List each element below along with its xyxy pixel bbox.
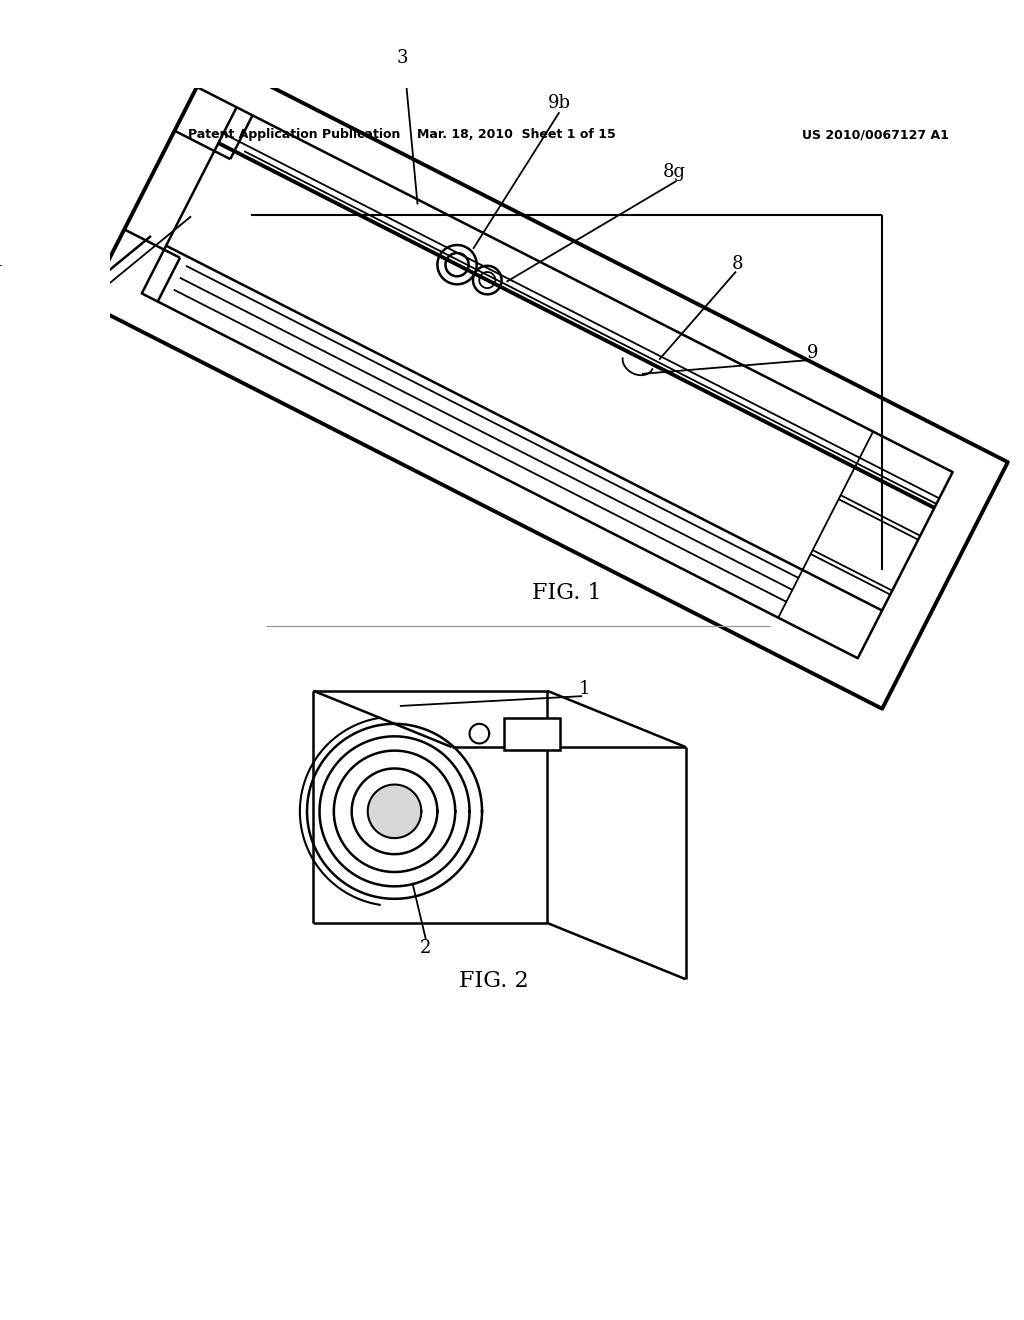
Text: FIG. 1: FIG. 1 [532,582,602,603]
Text: FIG. 2: FIG. 2 [459,970,528,991]
Text: 3: 3 [396,49,408,67]
Text: 9b: 9b [548,94,570,112]
Polygon shape [369,785,421,837]
Text: 2: 2 [420,939,431,957]
Text: 1: 1 [579,680,591,698]
Text: 8g: 8g [664,164,686,181]
FancyBboxPatch shape [505,718,560,750]
Text: US 2010/0067127 A1: US 2010/0067127 A1 [802,128,949,141]
Text: Mar. 18, 2010  Sheet 1 of 15: Mar. 18, 2010 Sheet 1 of 15 [417,128,615,141]
Text: Patent Application Publication: Patent Application Publication [188,128,400,141]
Text: 9: 9 [807,343,819,362]
Text: 8: 8 [732,255,743,273]
Text: L1: L1 [0,252,5,269]
